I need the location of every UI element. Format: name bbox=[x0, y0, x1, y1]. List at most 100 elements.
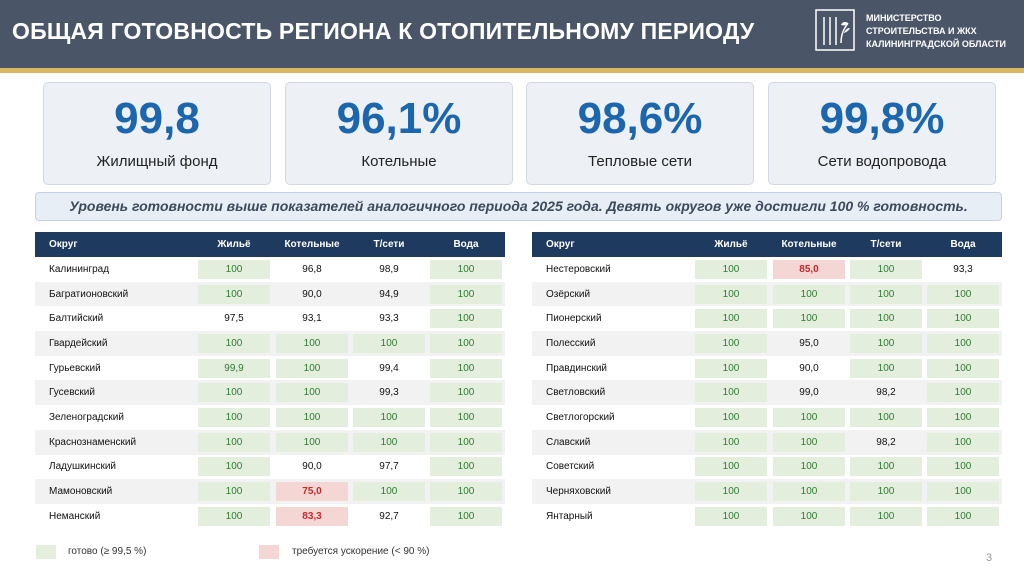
value-cell: 90,0 bbox=[273, 281, 351, 307]
table-row: Неманский 100 83,3 92,7 100 bbox=[35, 503, 505, 529]
value-text: 85,0 bbox=[773, 259, 845, 279]
header-bar: ОБЩАЯ ГОТОВНОСТЬ РЕГИОНА К ОТОПИТЕЛЬНОМУ… bbox=[0, 0, 1024, 68]
value-text: 93,3 bbox=[379, 313, 399, 325]
value-text: 100 bbox=[927, 358, 999, 378]
value-text: 100 bbox=[773, 506, 845, 526]
value-text: 98,2 bbox=[876, 387, 896, 399]
table-row: Полесский 100 95,0 100 100 bbox=[532, 331, 1002, 356]
table-row: Гвардейский 100 100 100 100 bbox=[35, 331, 505, 356]
value-text: 100 bbox=[850, 506, 922, 526]
value-text: 100 bbox=[927, 506, 999, 526]
value-text: 100 bbox=[695, 259, 767, 279]
value-text: 100 bbox=[773, 284, 845, 304]
page-title: ОБЩАЯ ГОТОВНОСТЬ РЕГИОНА К ОТОПИТЕЛЬНОМУ… bbox=[12, 18, 755, 44]
value-cell: 100 bbox=[692, 503, 770, 529]
value-text: 100 bbox=[198, 333, 270, 353]
value-cell: 100 bbox=[692, 281, 770, 307]
kpi-card-boilers: 96,1% Котельные bbox=[285, 82, 513, 185]
value-cell: 100 bbox=[924, 429, 1002, 455]
value-text: 100 bbox=[276, 358, 348, 378]
value-text: 100 bbox=[198, 482, 270, 502]
table-row: Гусевский 100 100 99,3 100 bbox=[35, 380, 505, 406]
value-text: 100 bbox=[695, 309, 767, 329]
value-cell: 90,0 bbox=[273, 454, 351, 480]
value-text: 100 bbox=[927, 457, 999, 477]
value-cell: 100 bbox=[427, 355, 505, 381]
value-text: 99,4 bbox=[379, 362, 399, 374]
value-cell: 93,3 bbox=[351, 306, 427, 332]
value-text: 94,9 bbox=[379, 288, 399, 300]
value-text: 100 bbox=[695, 432, 767, 452]
kpi-value: 96,1% bbox=[336, 94, 462, 143]
kpi-value: 99,8% bbox=[819, 94, 945, 143]
table-row: Калининград 100 96,8 98,9 100 bbox=[35, 257, 505, 282]
value-cell: 99,9 bbox=[195, 355, 273, 381]
value-text: 96,8 bbox=[302, 263, 322, 275]
value-cell: 100 bbox=[770, 503, 848, 529]
value-cell: 100 bbox=[427, 331, 505, 356]
value-text: 100 bbox=[850, 482, 922, 502]
district-name: Советский bbox=[532, 454, 692, 480]
value-cell: 100 bbox=[770, 429, 848, 455]
value-cell: 100 bbox=[848, 257, 924, 282]
value-text: 99,9 bbox=[198, 358, 270, 378]
value-cell: 100 bbox=[770, 281, 848, 307]
value-cell: 98,9 bbox=[351, 257, 427, 282]
table-row: Пионерский 100 100 100 100 bbox=[532, 306, 1002, 332]
column-header-water: Вода bbox=[924, 232, 1002, 257]
value-cell: 94,9 bbox=[351, 281, 427, 307]
district-name: Светлогорский bbox=[532, 405, 692, 430]
value-cell: 100 bbox=[848, 355, 924, 381]
value-cell: 100 bbox=[770, 306, 848, 332]
value-cell: 92,7 bbox=[351, 503, 427, 529]
value-cell: 93,1 bbox=[273, 306, 351, 332]
value-cell: 97,7 bbox=[351, 454, 427, 480]
value-cell: 100 bbox=[427, 257, 505, 282]
value-cell: 93,3 bbox=[924, 257, 1002, 282]
value-text: 100 bbox=[695, 333, 767, 353]
value-text: 93,1 bbox=[302, 313, 322, 325]
district-name: Черняховский bbox=[532, 479, 692, 504]
value-cell: 100 bbox=[770, 454, 848, 480]
table-row: Озёрский 100 100 100 100 bbox=[532, 281, 1002, 307]
district-name: Калининград bbox=[35, 257, 195, 282]
table-row: Славский 100 100 98,2 100 bbox=[532, 429, 1002, 455]
district-name: Светловский bbox=[532, 380, 692, 406]
district-name: Балтийский bbox=[35, 306, 195, 332]
table-row: Балтийский 97,5 93,1 93,3 100 bbox=[35, 306, 505, 332]
kpi-card-heat-networks: 98,6% Тепловые сети bbox=[526, 82, 754, 185]
value-cell: 100 bbox=[848, 454, 924, 480]
value-cell: 100 bbox=[848, 405, 924, 430]
value-text: 100 bbox=[430, 457, 502, 477]
value-cell: 100 bbox=[427, 429, 505, 455]
value-text: 98,9 bbox=[379, 263, 399, 275]
district-name: Правдинский bbox=[532, 355, 692, 381]
summary-banner: Уровень готовности выше показателей анал… bbox=[35, 192, 1002, 221]
column-header-housing: Жильё bbox=[692, 232, 770, 257]
value-text: 100 bbox=[695, 457, 767, 477]
value-text: 100 bbox=[773, 407, 845, 427]
table-row: Светловский 100 99,0 98,2 100 bbox=[532, 380, 1002, 406]
value-text: 100 bbox=[927, 309, 999, 329]
table-row: Советский 100 100 100 100 bbox=[532, 454, 1002, 480]
value-cell: 100 bbox=[427, 405, 505, 430]
value-text: 100 bbox=[927, 383, 999, 403]
table-row: Зеленоградский 100 100 100 100 bbox=[35, 405, 505, 430]
column-header-heat-networks: Т/сети bbox=[848, 232, 924, 257]
value-cell: 100 bbox=[692, 257, 770, 282]
value-cell: 96,8 bbox=[273, 257, 351, 282]
value-text: 100 bbox=[430, 407, 502, 427]
value-cell: 100 bbox=[427, 503, 505, 529]
value-text: 100 bbox=[198, 284, 270, 304]
value-text: 100 bbox=[198, 383, 270, 403]
value-cell: 99,4 bbox=[351, 355, 427, 381]
value-cell: 100 bbox=[924, 331, 1002, 356]
value-text: 100 bbox=[850, 284, 922, 304]
value-text: 100 bbox=[430, 506, 502, 526]
value-cell: 100 bbox=[351, 479, 427, 504]
district-name: Славский bbox=[532, 429, 692, 455]
value-text: 100 bbox=[353, 407, 425, 427]
district-name: Мамоновский bbox=[35, 479, 195, 504]
column-header-boilers: Котельные bbox=[273, 232, 351, 257]
value-text: 99,3 bbox=[379, 387, 399, 399]
